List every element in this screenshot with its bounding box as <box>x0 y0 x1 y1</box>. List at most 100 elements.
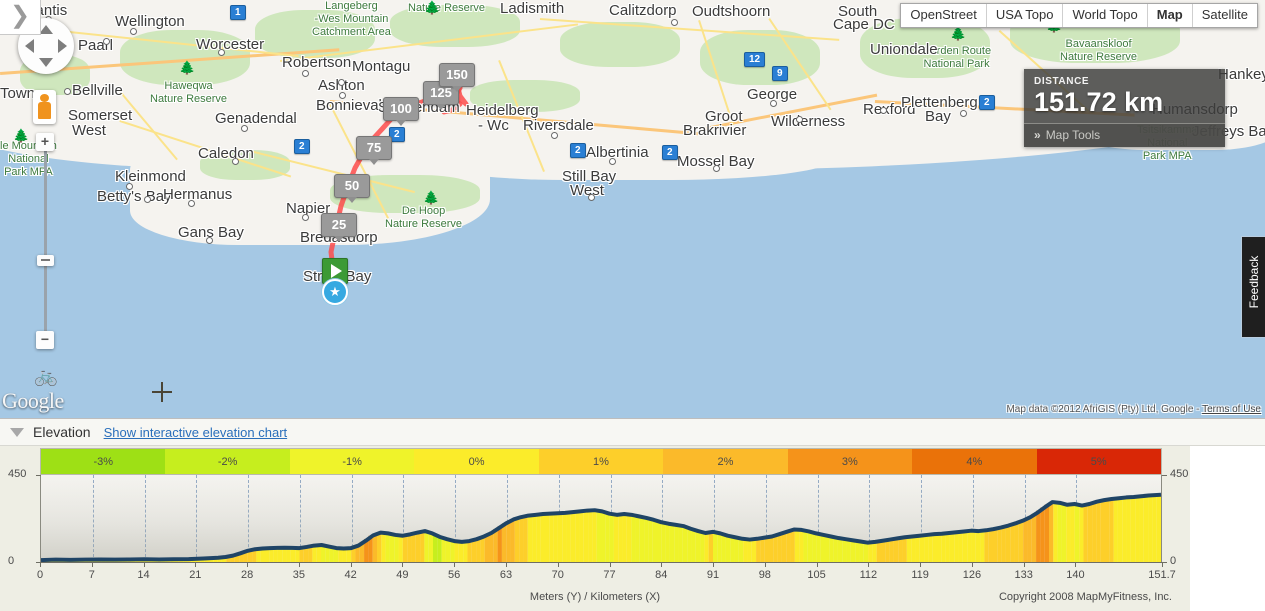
x-axis-tick <box>505 562 507 567</box>
map-layer-tab-map[interactable]: Map <box>1147 4 1193 27</box>
chart-right-filler <box>1190 446 1265 611</box>
map-tools-label: Map Tools <box>1045 128 1101 142</box>
grade-bar <box>915 535 920 562</box>
grade-bar <box>661 522 666 562</box>
map-viewport[interactable]: Langeberg -Wes Mountain Catchment Area Nat… <box>0 0 1265 418</box>
grade-bar <box>420 531 425 562</box>
grade-bar <box>402 534 408 562</box>
x-axis-tick <box>609 562 611 567</box>
elevation-panel: Elevation Show interactive elevation cha… <box>0 418 1265 611</box>
grade-bar <box>747 539 752 562</box>
pan-down-icon[interactable] <box>39 58 53 67</box>
x-axis-label: 77 <box>603 569 616 581</box>
map-layer-tabs[interactable]: OpenStreet USA Topo World Topo Map Satellite <box>900 3 1258 28</box>
grade-bar <box>514 517 520 562</box>
zoom-track[interactable] <box>44 149 47 335</box>
bicycle-layer-icon[interactable]: 🚲 <box>34 366 58 387</box>
x-axis-tick <box>661 562 663 567</box>
grade-bar <box>937 533 942 562</box>
grade-bar <box>786 530 791 562</box>
grade-bar <box>368 535 373 562</box>
pan-right-icon[interactable] <box>58 39 67 53</box>
grade-bar <box>299 547 304 562</box>
expand-sidebar-button[interactable]: ❯ <box>0 0 41 35</box>
x-axis-label: 7 <box>88 569 95 581</box>
zoom-handle[interactable] <box>37 255 54 266</box>
zoom-out-button[interactable]: − <box>36 331 54 349</box>
grade-bar <box>928 534 933 562</box>
grade-bar <box>389 533 395 562</box>
grade-bar <box>545 513 550 562</box>
grade-bar <box>713 531 718 562</box>
grade-bar <box>221 556 227 562</box>
distance-marker[interactable]: 75 <box>356 136 392 165</box>
grade-bar <box>1053 502 1058 562</box>
grade-bar <box>325 545 330 562</box>
grade-bar <box>424 531 429 562</box>
grade-bar <box>290 547 296 562</box>
google-logo: Google <box>2 388 64 413</box>
grade-bar <box>734 537 739 562</box>
zoom-in-button[interactable]: + <box>36 133 54 151</box>
grade-bar <box>312 545 317 562</box>
grade-bar <box>652 519 657 562</box>
map-park-area <box>470 80 580 112</box>
grade-bar <box>816 533 821 562</box>
pan-left-icon[interactable] <box>25 39 34 53</box>
grade-bar <box>885 539 890 562</box>
grade-bar <box>321 545 326 562</box>
grade-bar <box>980 530 985 562</box>
x-axis-tick <box>195 562 197 567</box>
elevation-chart[interactable]: -3% -2% -1% 0% 1% 2% 3% 4% 5% <box>0 446 1265 611</box>
distance-marker[interactable]: 150 <box>439 63 475 92</box>
grade-bar <box>437 535 442 562</box>
y-axis-label: 450 <box>1170 468 1189 480</box>
grade-bar <box>1100 499 1105 562</box>
map-layer-tab-satellite[interactable]: Satellite <box>1192 4 1257 27</box>
route-favorite-marker[interactable]: ★ <box>322 279 348 305</box>
grade-bar <box>1079 504 1084 562</box>
show-interactive-chart-link[interactable]: Show interactive elevation chart <box>103 424 288 440</box>
x-axis-tick <box>143 562 145 567</box>
grade-bar <box>1143 495 1149 562</box>
zoom-slider[interactable]: + − <box>36 133 54 349</box>
distance-marker[interactable]: 50 <box>334 174 370 203</box>
grade-bar <box>691 528 696 562</box>
x-axis-tick <box>920 562 922 567</box>
map-park-area <box>560 22 680 67</box>
grade-bar <box>799 529 804 562</box>
grade-bar <box>833 537 838 562</box>
y-axis-tick <box>36 562 41 563</box>
grade-legend-segment: 0% <box>414 449 539 474</box>
grade-bar <box>1126 497 1131 562</box>
map-tools-button[interactable]: » Map Tools <box>1024 123 1225 147</box>
grade-bar <box>256 548 261 562</box>
pan-up-icon[interactable] <box>39 25 53 34</box>
collapse-caret-icon[interactable] <box>10 427 24 437</box>
grade-bar <box>1087 503 1093 562</box>
y-axis-tick <box>1162 475 1167 476</box>
grade-legend-segment: 2% <box>663 449 788 474</box>
distance-marker[interactable]: 100 <box>383 97 419 126</box>
map-layer-tab-world-topo[interactable]: World Topo <box>1063 4 1148 27</box>
grade-bar <box>1049 502 1054 562</box>
map-layer-tab-openstreet[interactable]: OpenStreet <box>901 4 987 27</box>
grade-bar <box>407 534 412 562</box>
grade-bar <box>1044 504 1049 562</box>
x-axis-tick <box>298 562 300 567</box>
feedback-tab[interactable]: Feedback <box>1241 236 1265 338</box>
street-view-pegman[interactable] <box>33 90 56 124</box>
x-axis-label: 0 <box>36 569 44 581</box>
grade-bar <box>674 524 679 562</box>
map-layer-tab-usa-topo[interactable]: USA Topo <box>986 4 1064 27</box>
grade-bar <box>523 515 528 562</box>
distance-marker[interactable]: 25 <box>321 213 357 242</box>
grade-bar <box>911 536 916 562</box>
grade-bar <box>1057 502 1062 562</box>
elevation-plot-area[interactable] <box>40 475 1162 562</box>
grade-bar <box>243 550 248 562</box>
grade-bar <box>700 531 705 562</box>
map-park-area <box>390 5 520 47</box>
grade-bar <box>657 520 662 562</box>
terms-of-use-link[interactable]: Terms of Use <box>1202 404 1261 415</box>
